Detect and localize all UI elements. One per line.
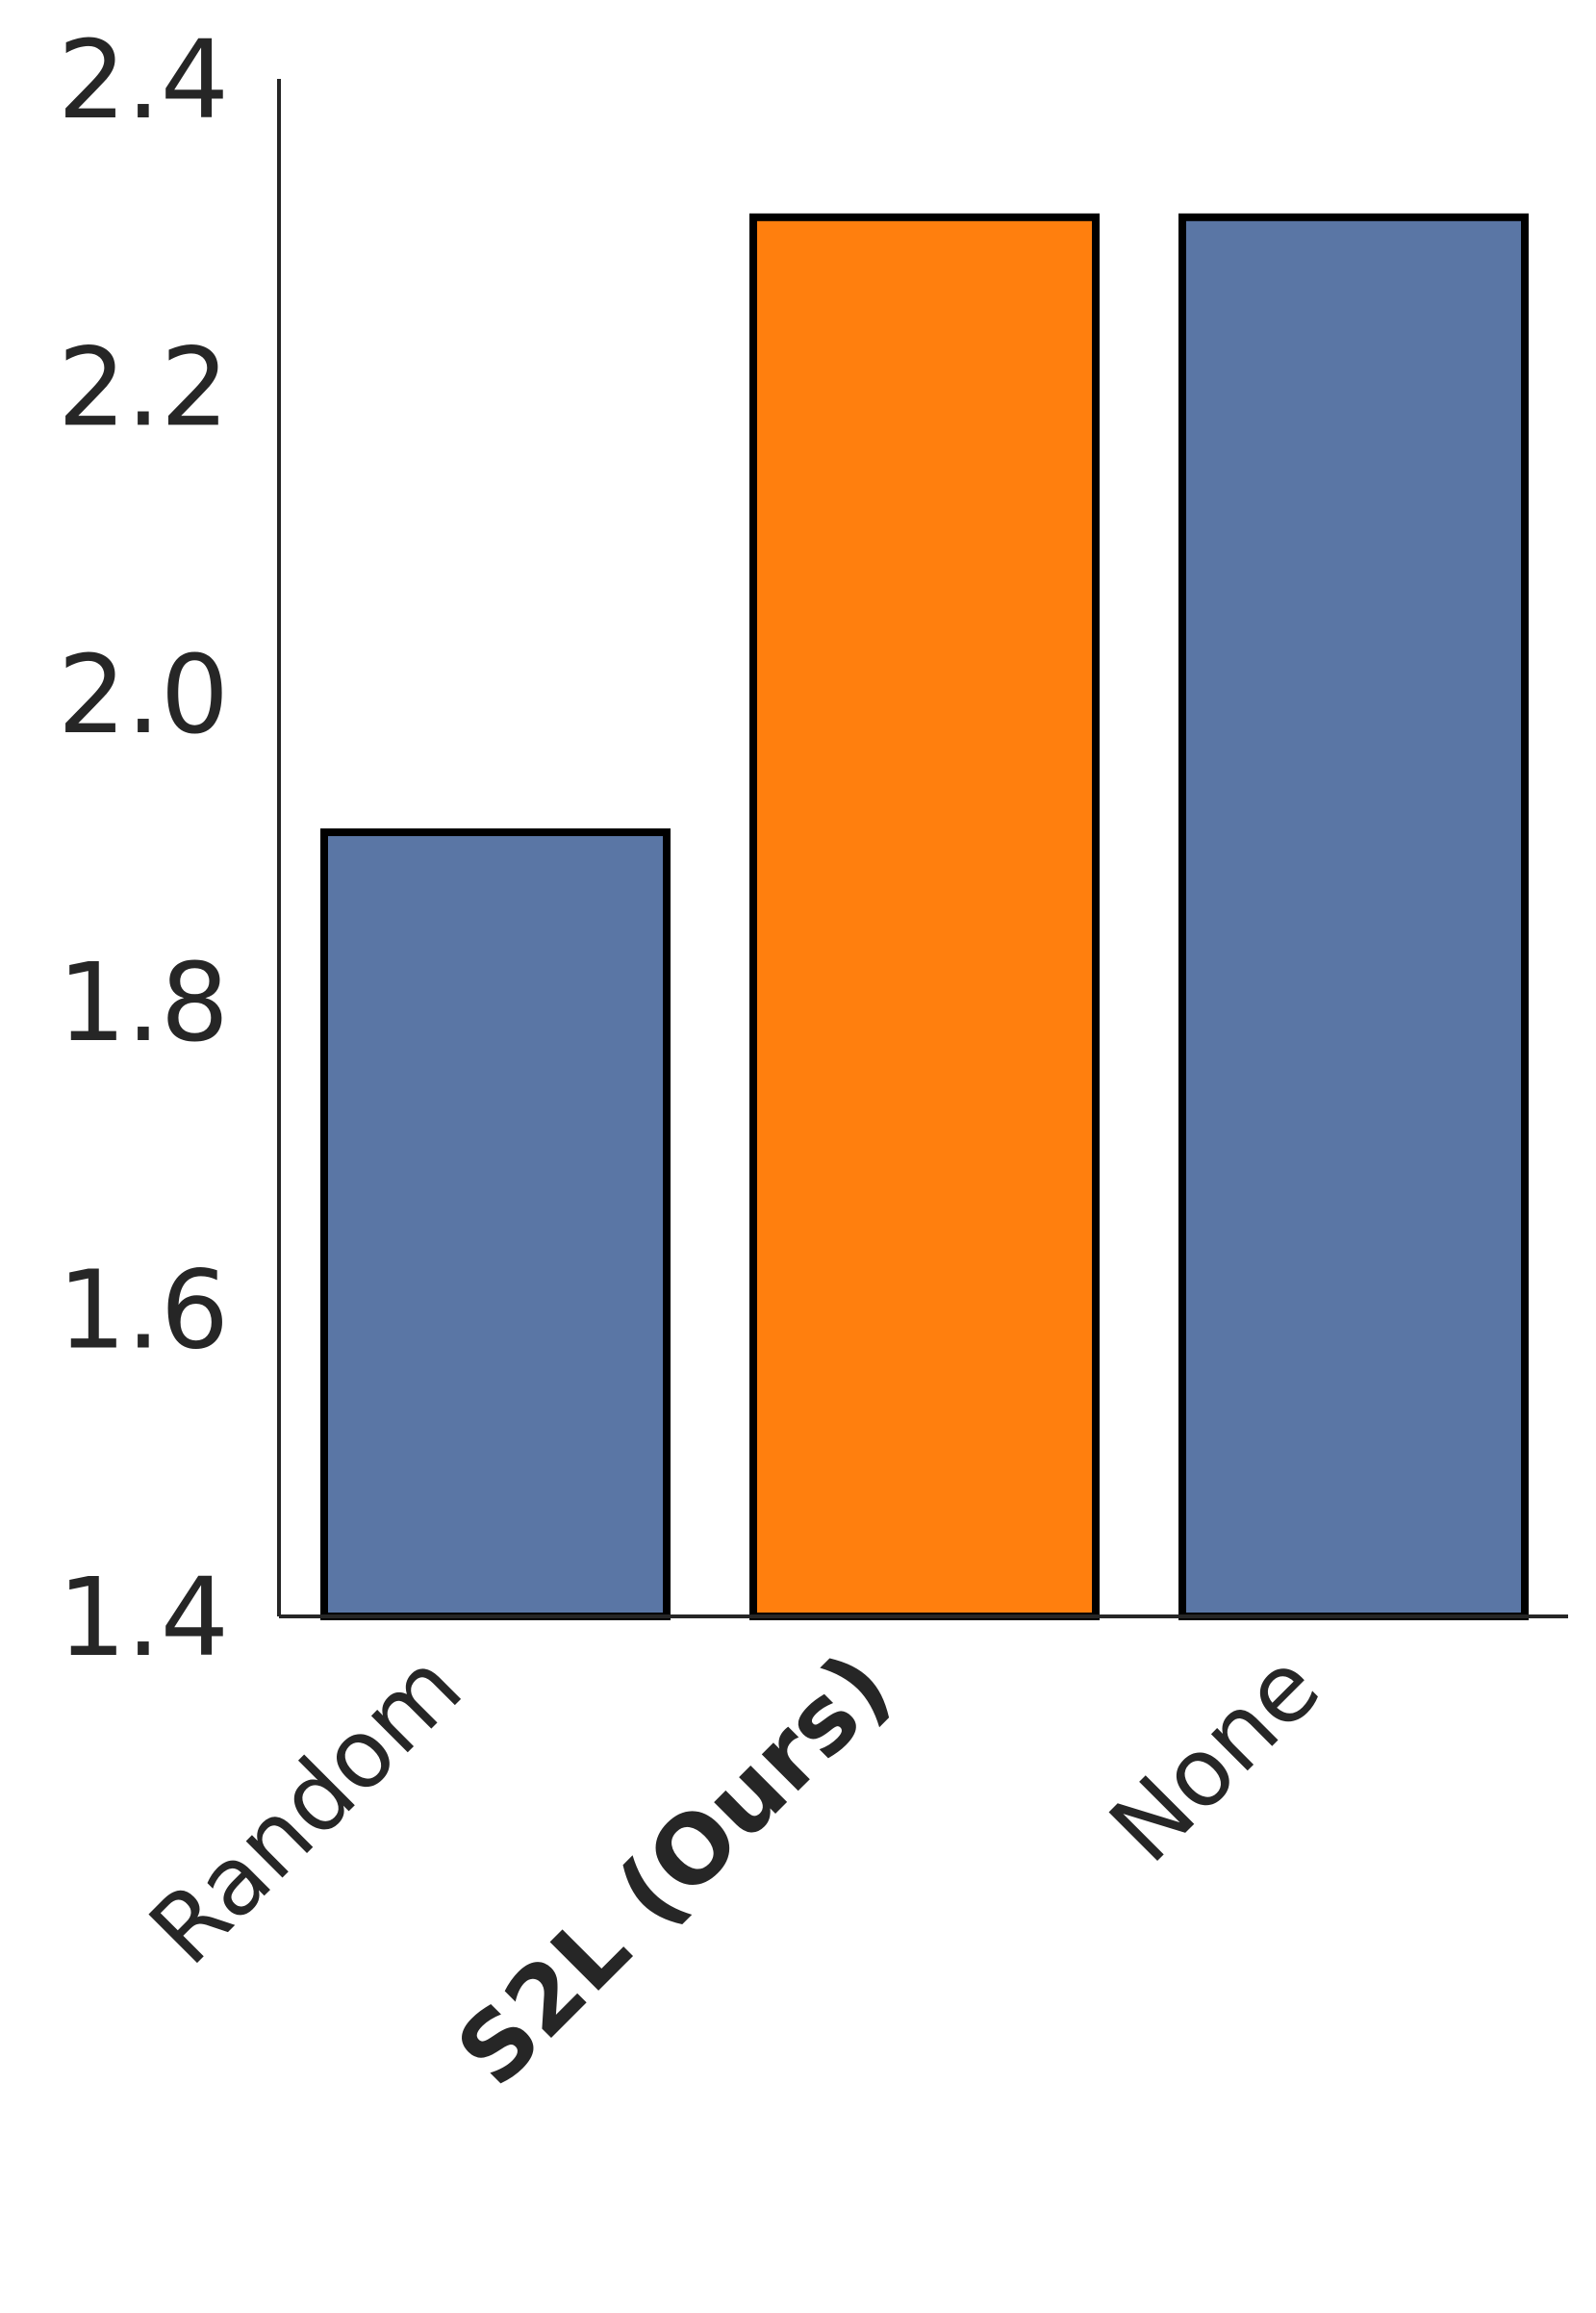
y-tick-labels: 1.4 1.6 1.8 2.0 2.2 2.4 xyxy=(58,18,229,1681)
bar-random xyxy=(320,828,671,1620)
y-tick-label: 1.4 xyxy=(58,1556,229,1681)
x-tick-label: None xyxy=(1090,1632,1341,1883)
y-tick-label: 2.0 xyxy=(58,633,229,758)
y-tick-label: 1.6 xyxy=(58,1248,229,1373)
bars-layer xyxy=(320,213,1529,1621)
y-tick-label: 2.4 xyxy=(58,18,229,143)
y-tick-label: 2.2 xyxy=(58,326,229,451)
bar-s2l-ours xyxy=(749,213,1100,1621)
y-tick-label: 1.8 xyxy=(58,941,229,1066)
bar-none xyxy=(1178,213,1529,1621)
x-tick-label: S2L (Ours) xyxy=(437,1632,912,2107)
x-tick-label: Random xyxy=(129,1632,483,1986)
